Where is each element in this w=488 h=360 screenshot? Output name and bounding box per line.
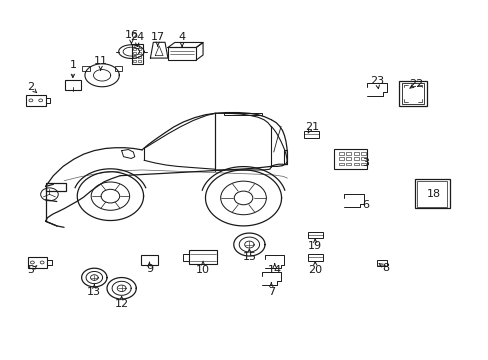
Text: 17: 17 [150,32,164,41]
Text: 5: 5 [27,265,34,275]
Bar [133,56,136,58]
Bar [183,254,188,261]
Bar [141,255,158,265]
Text: 24: 24 [130,32,144,41]
Text: 7: 7 [267,287,274,297]
Text: 11: 11 [94,56,107,66]
Bar [65,80,81,90]
Bar [398,81,426,106]
Bar [307,231,322,238]
Bar [224,113,261,115]
Bar [133,60,136,62]
Text: 15: 15 [242,252,256,262]
Bar [188,250,217,264]
Text: 2: 2 [27,82,35,93]
Bar [346,157,350,160]
Bar [46,183,65,191]
Text: 13: 13 [87,287,101,297]
Bar [167,48,196,60]
Bar [346,152,350,155]
Bar [114,66,122,71]
Bar [284,150,287,164]
Text: 9: 9 [145,264,153,274]
Bar [138,52,141,54]
Text: 3: 3 [361,158,368,168]
Text: 18: 18 [426,189,440,199]
Bar [338,157,343,160]
Text: 20: 20 [307,265,322,275]
Bar [353,157,358,160]
Text: 21: 21 [304,122,318,132]
Text: 12: 12 [114,299,128,309]
Bar [138,48,141,50]
Bar [416,181,447,207]
Bar [376,260,386,266]
Bar [26,95,45,106]
Text: 23: 23 [369,76,384,86]
Bar [81,66,89,71]
Bar [401,83,423,104]
Bar [138,56,141,58]
Text: 22: 22 [408,79,423,89]
Text: 4: 4 [178,32,185,41]
Bar [132,44,142,64]
Bar [27,257,47,268]
Bar [353,163,358,166]
Text: 14: 14 [267,265,281,275]
Text: 1: 1 [69,60,76,70]
Bar [307,254,322,261]
Bar [353,152,358,155]
Bar [133,52,136,54]
Bar [304,131,319,138]
Bar [138,60,141,62]
Bar [133,48,136,50]
Bar [360,163,365,166]
Bar [360,157,365,160]
Text: 10: 10 [196,265,210,275]
Bar [333,149,366,169]
Text: 16: 16 [124,30,138,40]
Bar [338,152,343,155]
Text: 6: 6 [361,200,368,210]
Bar [346,163,350,166]
Bar [414,179,449,208]
Text: 19: 19 [307,241,322,251]
Text: 8: 8 [382,263,388,273]
Bar [360,152,365,155]
Bar [338,163,343,166]
